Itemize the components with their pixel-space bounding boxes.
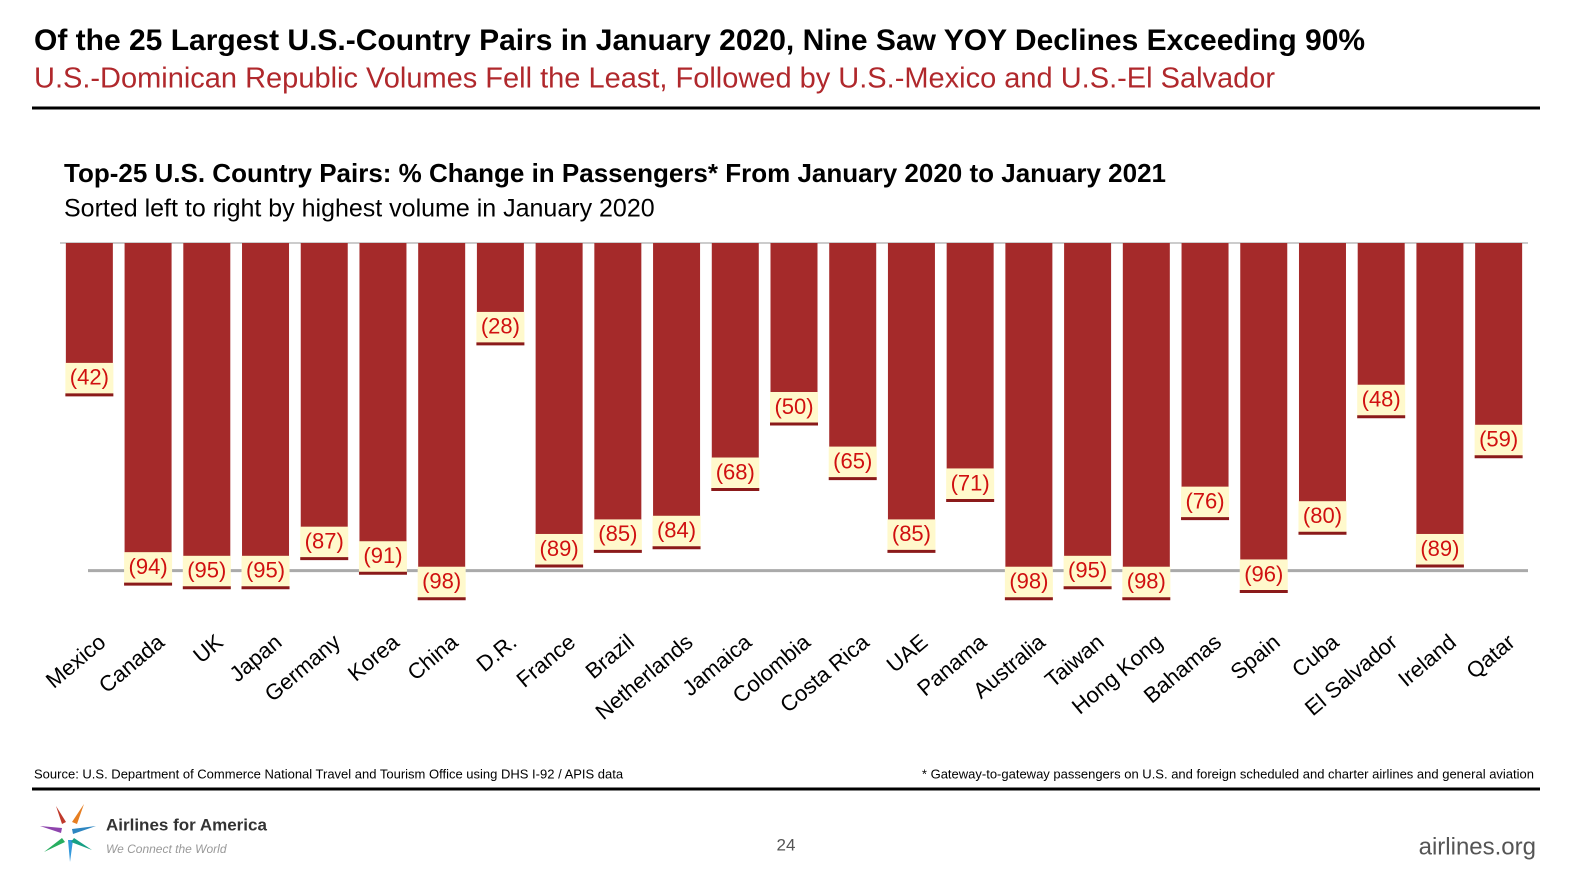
logo-icon: [40, 804, 96, 862]
value-label: (48): [1362, 387, 1401, 412]
chart-title: Top-25 U.S. Country Pairs: % Change in P…: [64, 158, 1166, 188]
bar: [887, 243, 935, 553]
value-label-bg: [300, 526, 349, 558]
value-label-bg: [1181, 486, 1230, 518]
bar: [1475, 243, 1523, 458]
bar: [183, 243, 231, 589]
value-label-bg: [535, 533, 584, 565]
value-label: (91): [363, 543, 402, 568]
value-label-bg: [65, 362, 114, 394]
value-label-bg: [1415, 533, 1464, 565]
value-label: (50): [774, 394, 813, 419]
value-label-bg: [417, 566, 466, 598]
value-label: (94): [129, 554, 168, 579]
x-tick-label: Canada: [94, 629, 170, 698]
value-label-bg: [1357, 384, 1406, 416]
value-label: (80): [1303, 503, 1342, 528]
x-tick-label: D.R.: [472, 629, 522, 676]
bar: [124, 243, 172, 586]
bar: [711, 243, 759, 491]
slide-subtitle: U.S.-Dominican Republic Volumes Fell the…: [34, 63, 1275, 95]
bar: [1298, 243, 1346, 535]
value-label-bg: [1474, 424, 1523, 456]
value-label: (71): [951, 470, 990, 495]
plot: (42)Mexico(94)Canada(95)UK(95)Japan(87)G…: [41, 242, 1528, 725]
value-label: (28): [481, 314, 520, 339]
value-label-bg: [1004, 566, 1053, 598]
website: airlines.org: [1419, 833, 1536, 860]
value-label: (89): [540, 536, 579, 561]
slide-title: Of the 25 Largest U.S.-Country Pairs in …: [34, 24, 1365, 57]
bar: [1181, 243, 1229, 520]
value-label: (95): [187, 558, 226, 583]
value-label: (98): [1127, 569, 1166, 594]
value-label: (98): [1009, 569, 1048, 594]
bar: [594, 243, 642, 553]
value-label: (85): [598, 521, 637, 546]
bar: [1122, 243, 1170, 600]
value-label: (87): [305, 528, 344, 553]
value-label-bg: [358, 541, 407, 573]
logo-tagline: We Connect the World: [106, 842, 227, 856]
value-label: (98): [422, 569, 461, 594]
chart-subtitle: Sorted left to right by highest volume i…: [64, 195, 655, 223]
value-label-bg: [182, 555, 231, 587]
value-label-bg: [1063, 555, 1112, 587]
value-label-bg: [828, 446, 877, 478]
x-tick-label: Qatar: [1461, 629, 1519, 684]
value-label-bg: [770, 392, 818, 423]
value-label: (96): [1244, 561, 1283, 586]
bar: [418, 243, 466, 600]
value-label: (59): [1479, 427, 1518, 452]
value-label: (65): [833, 448, 872, 473]
value-label: (76): [1185, 488, 1224, 513]
value-label-bg: [1239, 559, 1288, 591]
value-label-bg: [1298, 501, 1347, 533]
value-label: (89): [1420, 536, 1459, 561]
x-tick-label: Spain: [1226, 629, 1285, 684]
x-tick-label: Ireland: [1393, 629, 1461, 691]
bar: [300, 243, 348, 560]
page-number: 24: [777, 835, 796, 854]
value-label: (95): [246, 558, 285, 583]
value-label-bg: [593, 519, 642, 551]
value-label-bg: [946, 468, 995, 500]
value-label: (42): [70, 365, 109, 390]
value-label-bg: [1122, 566, 1171, 598]
bar: [1005, 243, 1053, 600]
bar: [1416, 243, 1464, 567]
bar: [359, 243, 407, 575]
x-tick-label: UK: [188, 629, 228, 668]
value-label-bg: [241, 555, 290, 587]
value-label: (68): [716, 459, 755, 484]
source: Source: U.S. Department of Commerce Nati…: [34, 766, 624, 781]
footnote: * Gateway-to-gateway passengers on U.S. …: [922, 766, 1534, 781]
bar: [946, 243, 994, 502]
value-label: (84): [657, 518, 696, 543]
value-label: (95): [1068, 558, 1107, 583]
bar: [1064, 243, 1112, 589]
bar: [242, 243, 290, 589]
x-tick-label: France: [512, 629, 581, 692]
value-label-bg: [476, 311, 525, 343]
value-label-bg: [711, 457, 760, 489]
x-tick-label: Korea: [343, 629, 405, 686]
bar: [1240, 243, 1288, 593]
x-tick-label: China: [403, 629, 464, 686]
value-label-bg: [124, 552, 173, 584]
value-label-bg: [652, 515, 701, 547]
value-label: (85): [892, 521, 931, 546]
logo-name: Airlines for America: [106, 815, 267, 834]
value-label-bg: [887, 519, 936, 551]
bar: [829, 243, 877, 480]
bar: [653, 243, 701, 549]
bar: [535, 243, 583, 567]
